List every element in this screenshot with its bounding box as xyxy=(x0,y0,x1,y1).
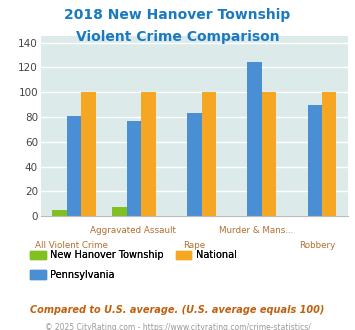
Text: All Violent Crime: All Violent Crime xyxy=(35,241,108,250)
Bar xyxy=(187,113,202,216)
Text: Rape: Rape xyxy=(183,241,206,250)
Bar xyxy=(322,92,337,216)
Bar xyxy=(141,92,156,216)
Legend: New Hanover Township, National: New Hanover Township, National xyxy=(26,246,241,264)
Legend: Pennsylvania: Pennsylvania xyxy=(26,266,119,284)
Bar xyxy=(202,92,216,216)
Bar xyxy=(247,62,262,216)
Text: Violent Crime Comparison: Violent Crime Comparison xyxy=(76,30,279,44)
Text: Robbery: Robbery xyxy=(299,241,335,250)
Text: Murder & Mans...: Murder & Mans... xyxy=(219,226,293,235)
Bar xyxy=(67,116,81,216)
Text: Compared to U.S. average. (U.S. average equals 100): Compared to U.S. average. (U.S. average … xyxy=(30,305,325,315)
Bar xyxy=(113,208,127,216)
Bar xyxy=(307,105,322,216)
Bar xyxy=(262,92,276,216)
Text: © 2025 CityRating.com - https://www.cityrating.com/crime-statistics/: © 2025 CityRating.com - https://www.city… xyxy=(45,323,310,330)
Text: 2018 New Hanover Township: 2018 New Hanover Township xyxy=(64,8,291,22)
Text: Aggravated Assault: Aggravated Assault xyxy=(90,226,176,235)
Bar xyxy=(81,92,95,216)
Bar xyxy=(127,121,141,216)
Bar xyxy=(52,210,67,216)
